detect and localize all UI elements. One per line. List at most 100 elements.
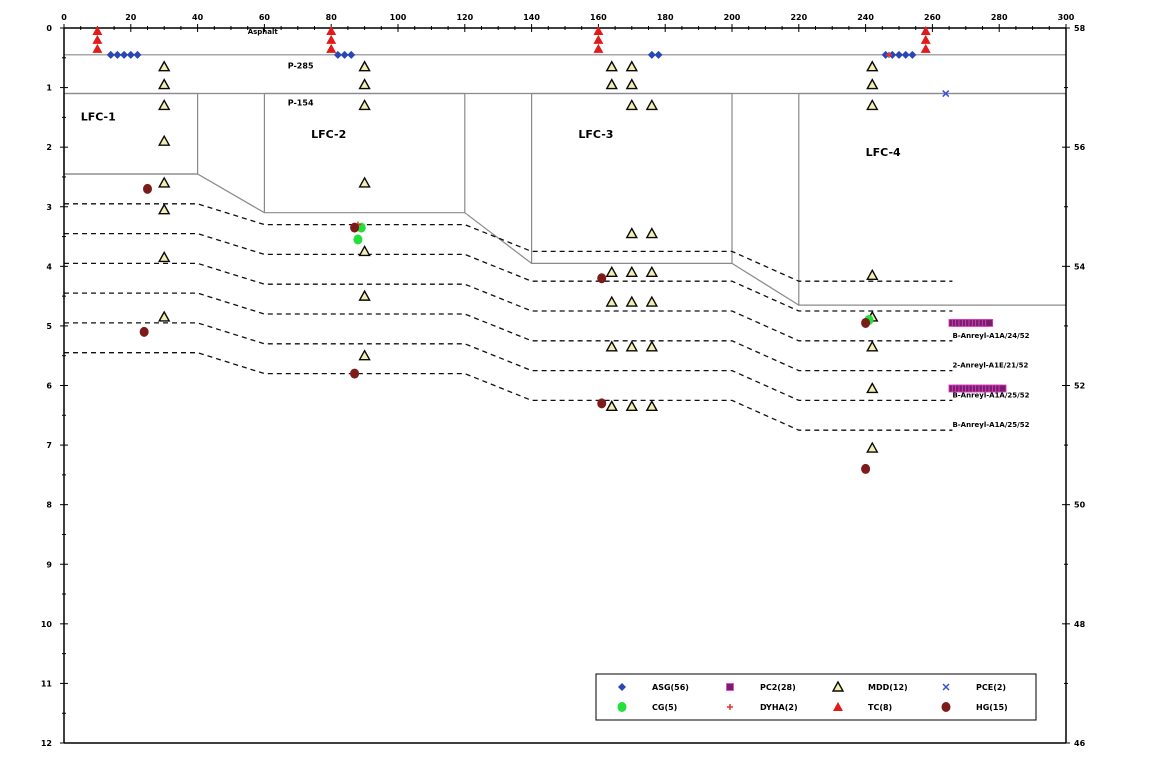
chart-annotation: P-154 <box>288 98 314 107</box>
y-tick-label: 8 <box>46 501 52 510</box>
point-mdd-12 <box>866 268 879 280</box>
lfc-label: LFC-3 <box>578 128 613 141</box>
legend-marker <box>831 680 845 692</box>
y2-tick-label: 58 <box>1074 24 1086 33</box>
point-pc2-28 <box>998 384 1007 393</box>
point-pce-2 <box>942 90 950 98</box>
legend-marker <box>727 704 733 710</box>
legend: ASG(56) PC2(28) MDD(12) PCE(2) CG(5) DYHA(2) T… <box>595 673 1037 721</box>
point-mdd-12 <box>625 265 638 277</box>
point-mdd-12 <box>625 340 638 352</box>
ground-line <box>464 212 532 264</box>
chart-annotation: B-Anreyl-A1A/24/52 <box>952 332 1029 340</box>
point-mdd-12 <box>358 289 371 301</box>
point-mdd-12 <box>358 78 371 90</box>
ground-line <box>731 262 800 306</box>
data-points <box>92 25 1007 474</box>
x-tick-label: 40 <box>192 13 204 22</box>
y-tick-label: 9 <box>46 560 52 569</box>
point-hg-15 <box>597 398 607 409</box>
point-hg-15 <box>861 317 871 328</box>
point-mdd-12 <box>605 399 618 412</box>
legend-marker <box>618 683 626 691</box>
legend-label: PC2(28) <box>760 683 796 692</box>
lfc-label: LFC-2 <box>311 128 346 141</box>
x-tick-label: 180 <box>657 13 674 22</box>
point-mdd-12 <box>158 78 171 90</box>
point-mdd-12 <box>158 134 171 146</box>
point-tc-8 <box>920 43 931 53</box>
x-tick-label: 260 <box>924 13 941 22</box>
annotations: Asphalt P-285 P-154 B-Anreyl-A1A/24/52 2-Anr… <box>248 28 1030 429</box>
point-mdd-12 <box>625 295 638 307</box>
point-mdd-12 <box>866 382 879 394</box>
point-mdd-12 <box>158 60 171 72</box>
point-asg-56 <box>908 50 917 59</box>
legend-label: PCE(2) <box>976 683 1006 692</box>
point-mdd-12 <box>866 441 879 453</box>
point-mdd-12 <box>866 340 879 352</box>
legend-label: ASG(56) <box>652 683 689 692</box>
x-tick-label: 100 <box>390 13 407 22</box>
x-tick-label: 280 <box>991 13 1008 22</box>
legend-label: MDD(12) <box>868 683 908 692</box>
dashed-layer-line <box>64 262 953 342</box>
point-asg-56 <box>106 50 115 59</box>
point-mdd-12 <box>605 60 618 72</box>
point-mdd-12 <box>645 399 659 412</box>
point-mdd-12 <box>158 203 171 215</box>
point-tc-8 <box>92 34 103 44</box>
point-hg-15 <box>143 183 152 194</box>
point-pc2-28 <box>985 319 994 327</box>
y-tick-label: 1 <box>46 84 52 93</box>
point-asg-56 <box>113 50 122 59</box>
legend-marker <box>833 702 843 711</box>
point-hg-15 <box>861 463 871 474</box>
point-tc-8 <box>920 25 931 35</box>
point-mdd-12 <box>645 340 659 352</box>
chart-annotation: B-Anreyl-A1A/25/52 <box>952 421 1029 429</box>
ground-line <box>64 173 265 214</box>
x-tick-label: 200 <box>724 13 741 22</box>
point-asg-56 <box>654 50 663 59</box>
legend-marker <box>726 683 734 691</box>
point-mdd-12 <box>358 176 371 188</box>
y-tick-label: 4 <box>46 262 52 271</box>
point-mdd-12 <box>358 349 371 361</box>
chart-annotation: P-285 <box>288 62 314 71</box>
point-hg-15 <box>350 222 360 233</box>
point-mdd-12 <box>625 227 638 239</box>
point-asg-56 <box>888 50 897 59</box>
y-tick-label: 7 <box>46 441 52 450</box>
point-asg-56 <box>647 50 656 59</box>
legend-label: HG(15) <box>976 703 1008 712</box>
y2-tick-label: 48 <box>1074 620 1086 629</box>
point-cg-5 <box>353 234 363 245</box>
legend-marker <box>942 683 950 691</box>
point-mdd-12 <box>866 99 879 111</box>
x-tick-label: 240 <box>857 13 874 22</box>
point-mdd-12 <box>625 399 638 412</box>
point-tc-8 <box>92 25 103 35</box>
point-tc-8 <box>326 34 337 44</box>
point-asg-56 <box>126 50 135 59</box>
y2-tick-label: 56 <box>1074 143 1086 152</box>
chart-annotation: B-Anreyl-A1A/25/52 <box>952 391 1029 399</box>
point-hg-15 <box>597 273 607 284</box>
point-asg-56 <box>881 50 890 59</box>
legend-label: DYHA(2) <box>760 703 798 712</box>
y2-tick-label: 50 <box>1074 501 1086 510</box>
point-hg-15 <box>350 368 360 379</box>
dashed-layer-line <box>64 322 953 402</box>
x-tick-label: 0 <box>61 13 67 22</box>
point-mdd-12 <box>158 99 171 111</box>
point-mdd-12 <box>158 250 171 263</box>
point-mdd-12 <box>605 78 618 90</box>
point-mdd-12 <box>605 295 618 307</box>
point-asg-56 <box>895 50 903 59</box>
x-tick-label: 220 <box>790 13 807 22</box>
y-tick-label: 2 <box>46 143 52 152</box>
y2-tick-label: 46 <box>1074 739 1086 748</box>
lfc-label: LFC-4 <box>866 146 901 159</box>
